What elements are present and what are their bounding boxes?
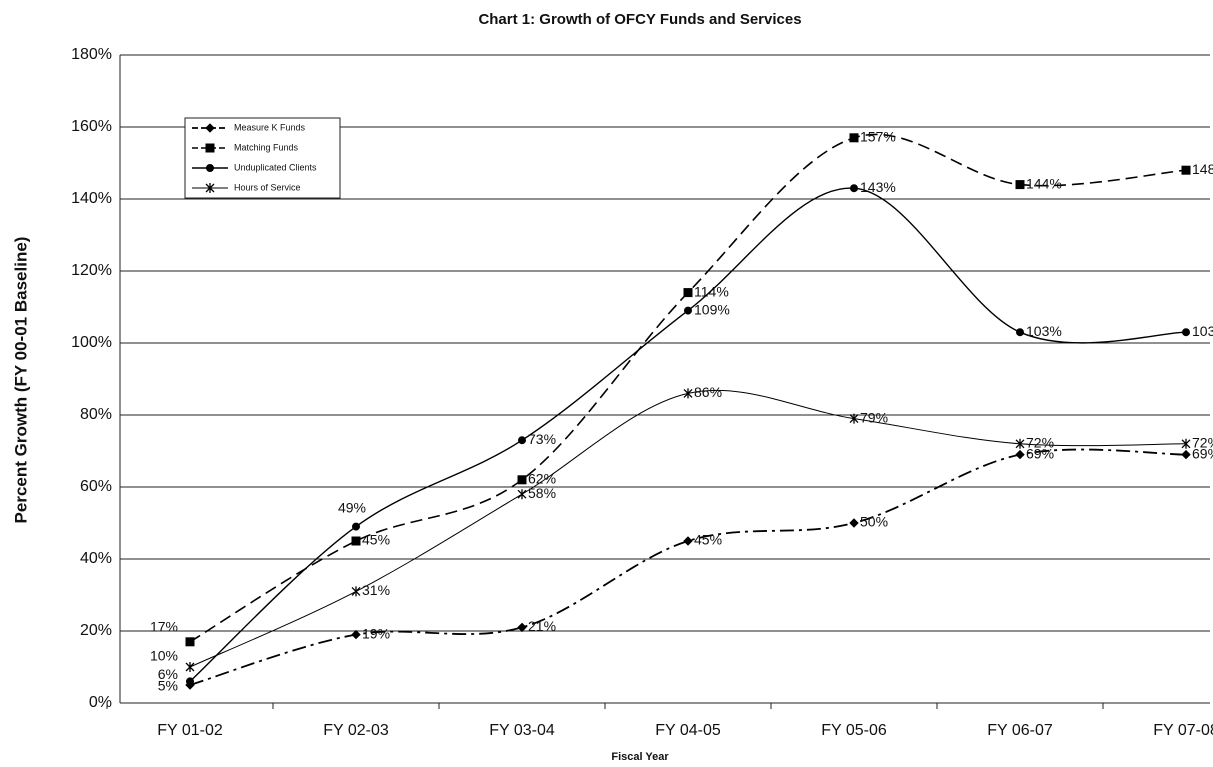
- marker: [684, 306, 692, 315]
- marker: [1181, 438, 1191, 449]
- marker: [205, 183, 215, 193]
- marker: [351, 536, 361, 546]
- marker: [517, 489, 527, 500]
- marker: [1015, 449, 1025, 460]
- data-label: 72%: [1026, 435, 1054, 451]
- marker: [683, 288, 693, 298]
- legend-label: Hours of Service: [234, 182, 301, 192]
- marker: [185, 662, 195, 672]
- y-tick-label: 20%: [80, 622, 112, 639]
- data-label: 144%: [1026, 175, 1062, 191]
- marker: [683, 388, 693, 399]
- data-label: 103%: [1026, 323, 1062, 339]
- marker: [185, 637, 195, 647]
- data-label: 109%: [694, 301, 730, 317]
- marker: [1015, 180, 1025, 190]
- data-label: 49%: [338, 499, 366, 515]
- marker: [850, 184, 858, 193]
- x-tick-label: FY 07-08: [1153, 722, 1213, 739]
- marker: [849, 518, 859, 528]
- y-tick-label: 140%: [71, 190, 112, 207]
- y-tick-label: 100%: [71, 334, 112, 351]
- x-tick-label: FY 01-02: [157, 722, 223, 739]
- legend-label: Matching Funds: [234, 142, 299, 152]
- marker: [205, 123, 215, 133]
- data-label: 157%: [860, 129, 896, 145]
- data-label: 45%: [362, 532, 390, 548]
- series-line: [189, 448, 1187, 686]
- data-label: 73%: [528, 431, 556, 447]
- data-label: 103%: [1192, 323, 1213, 339]
- legend: Measure K Funds Matching Funds Unduplicate…: [184, 117, 341, 199]
- x-tick-label: FY 05-06: [821, 722, 887, 739]
- data-label: 31%: [362, 582, 390, 598]
- x-tick-label: FY 04-05: [655, 722, 721, 739]
- marker: [518, 436, 526, 445]
- marker: [186, 677, 194, 686]
- marker: [352, 522, 360, 531]
- data-label: 72%: [1192, 435, 1213, 451]
- data-label: 62%: [528, 471, 556, 487]
- y-tick-label: 180%: [71, 46, 112, 63]
- y-tick-label: 40%: [80, 550, 112, 567]
- marker: [1181, 165, 1191, 175]
- y-tick-label: 160%: [71, 118, 112, 135]
- legend-label: Measure K Funds: [234, 122, 306, 132]
- data-label: 58%: [528, 485, 556, 501]
- marker: [1015, 438, 1025, 449]
- y-axis-title: Percent Growth (FY 00-01 Baseline): [11, 237, 30, 524]
- data-label: 19%: [362, 625, 390, 641]
- data-label: 69%: [1192, 445, 1213, 461]
- data-label: 45%: [694, 532, 722, 548]
- series-line: [189, 389, 1187, 668]
- data-label: 17%: [150, 619, 178, 635]
- data-label: 69%: [1026, 445, 1054, 461]
- marker: [1181, 449, 1191, 460]
- marker: [351, 586, 361, 597]
- data-label: 86%: [694, 384, 722, 400]
- data-label: 50%: [860, 514, 888, 530]
- marker: [683, 536, 693, 546]
- data-label: 6%: [158, 666, 178, 682]
- y-tick-label: 60%: [80, 478, 112, 495]
- data-label: 5%: [158, 678, 178, 694]
- data-label: 148%: [1192, 161, 1213, 177]
- x-tick-label: FY 06-07: [987, 722, 1053, 739]
- marker: [849, 413, 859, 424]
- data-label: 21%: [528, 618, 556, 634]
- y-tick-label: 120%: [71, 262, 112, 279]
- x-tick-label: FY 03-04: [489, 722, 555, 739]
- x-tick-label: FY 02-03: [323, 722, 389, 739]
- data-label: 10%: [150, 648, 178, 664]
- chart-title: Chart 1: Growth of OFCY Funds and Servic…: [478, 11, 801, 28]
- marker: [1182, 328, 1190, 337]
- data-label: 79%: [860, 409, 888, 425]
- marker: [1016, 328, 1024, 337]
- marker: [517, 475, 527, 485]
- marker: [351, 629, 361, 640]
- y-tick-label: 0%: [89, 694, 112, 711]
- data-label: 143%: [860, 179, 896, 195]
- legend-label: Unduplicated Clients: [234, 162, 317, 172]
- x-axis-title: Fiscal Year: [611, 751, 669, 763]
- marker: [849, 133, 859, 143]
- y-tick-label: 80%: [80, 406, 112, 423]
- marker: [205, 143, 215, 153]
- marker: [517, 622, 527, 633]
- series-line: [189, 133, 1187, 643]
- marker: [206, 164, 214, 172]
